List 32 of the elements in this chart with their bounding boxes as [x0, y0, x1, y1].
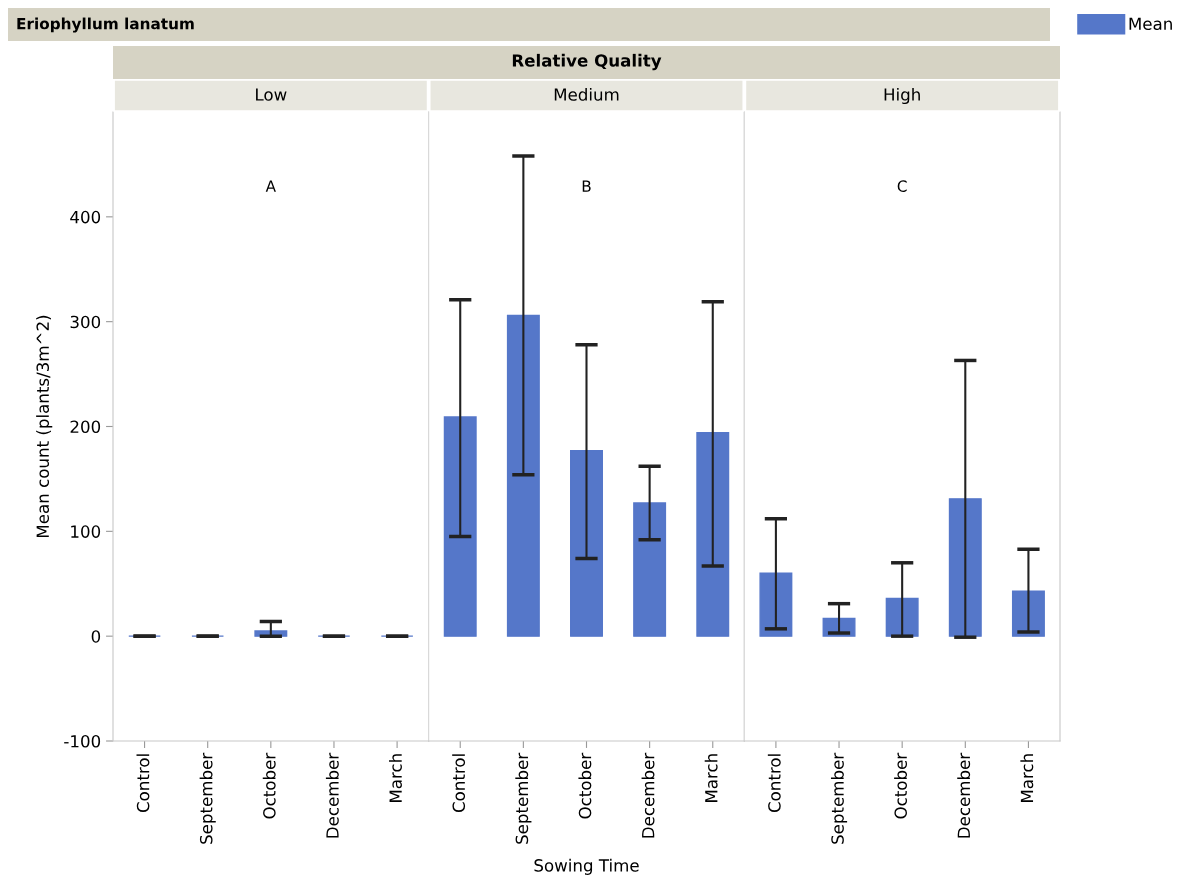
y-tick-label: 400	[70, 210, 101, 224]
x-tick-label: March	[704, 754, 718, 802]
x-tick-label: December	[325, 752, 339, 838]
y-tick-label: 300	[70, 315, 101, 329]
x-tick-label: March	[1020, 754, 1034, 802]
chart-title: Medium	[554, 87, 619, 101]
x-tick-label: March	[389, 754, 402, 802]
annotation: B	[582, 180, 591, 192]
x-tick-label: October	[578, 752, 592, 819]
x-tick-label: October	[262, 752, 276, 819]
y-tick-label: 100	[71, 525, 101, 538]
y-axis-title: Mean count (plants/3m^2)	[36, 315, 53, 537]
x-tick-label: September	[830, 752, 848, 844]
chart-title: High	[884, 87, 920, 105]
x-tick-label: Control	[767, 754, 781, 813]
y-tick-label: 200	[70, 420, 101, 434]
x-tick-label: December	[641, 752, 655, 838]
chart-title: Low	[256, 88, 287, 101]
x-tick-label: Control	[136, 754, 150, 813]
x-tick-label: October	[894, 752, 907, 819]
y-tick-label: -100	[64, 734, 101, 748]
x-tick-label: September	[199, 752, 216, 844]
x-tick-label: September	[515, 752, 532, 844]
y-tick-label: 0	[91, 630, 101, 643]
legend-label: Mean	[1129, 17, 1172, 31]
annotation: A	[265, 180, 276, 192]
text: Relative Quality	[512, 53, 662, 71]
x-axis-title: Sowing Time	[534, 858, 639, 875]
x-tick-label: Control	[452, 754, 466, 813]
annotation: C	[897, 180, 907, 192]
text: Eriophyllum lanatum	[17, 17, 194, 33]
x-tick-label: December	[957, 752, 971, 838]
